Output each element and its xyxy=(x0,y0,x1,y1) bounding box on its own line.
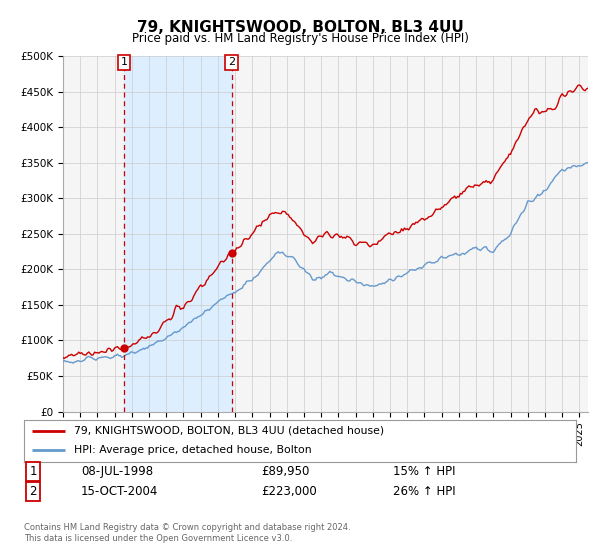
Text: 79, KNIGHTSWOOD, BOLTON, BL3 4UU (detached house): 79, KNIGHTSWOOD, BOLTON, BL3 4UU (detach… xyxy=(74,426,384,436)
Text: This data is licensed under the Open Government Licence v3.0.: This data is licensed under the Open Gov… xyxy=(24,534,292,543)
Text: 79, KNIGHTSWOOD, BOLTON, BL3 4UU: 79, KNIGHTSWOOD, BOLTON, BL3 4UU xyxy=(137,20,463,35)
Text: 2: 2 xyxy=(29,485,37,498)
Text: £223,000: £223,000 xyxy=(261,485,317,498)
Text: HPI: Average price, detached house, Bolton: HPI: Average price, detached house, Bolt… xyxy=(74,445,311,455)
Text: 26% ↑ HPI: 26% ↑ HPI xyxy=(393,485,455,498)
Text: Price paid vs. HM Land Registry's House Price Index (HPI): Price paid vs. HM Land Registry's House … xyxy=(131,32,469,45)
Text: 1: 1 xyxy=(29,465,37,478)
Text: 15% ↑ HPI: 15% ↑ HPI xyxy=(393,465,455,478)
Text: 08-JUL-1998: 08-JUL-1998 xyxy=(81,465,153,478)
Text: £89,950: £89,950 xyxy=(261,465,310,478)
Text: Contains HM Land Registry data © Crown copyright and database right 2024.: Contains HM Land Registry data © Crown c… xyxy=(24,523,350,532)
Text: 15-OCT-2004: 15-OCT-2004 xyxy=(81,485,158,498)
Text: 1: 1 xyxy=(121,58,127,67)
Bar xyxy=(124,56,232,412)
Text: 2: 2 xyxy=(228,58,235,67)
